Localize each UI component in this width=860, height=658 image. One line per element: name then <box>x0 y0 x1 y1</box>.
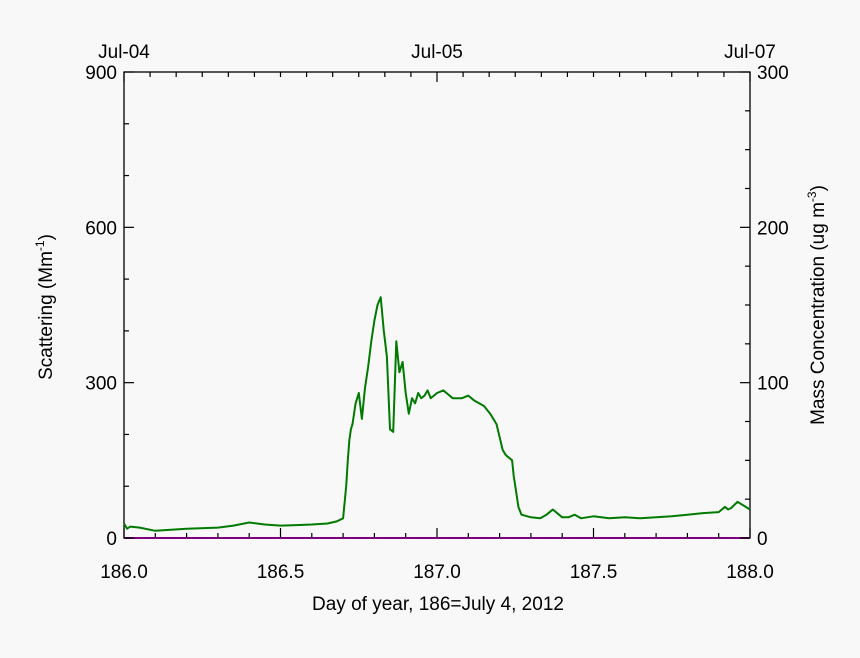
x-tick-label: 187.5 <box>570 562 618 583</box>
y-axis-title-text: Scattering (Mm <box>36 251 57 380</box>
y-tick-label: 0 <box>106 529 117 550</box>
top-tick-label: Jul-05 <box>411 42 463 63</box>
plot-border <box>123 71 751 539</box>
tick-labels-layer: 186.0 186.5 187.0 187.5 188.0 Jul-04 Jul-05 Jul… <box>85 42 788 583</box>
x-axis-title: Day of year, 186=July 4, 2012 <box>312 594 564 615</box>
y2-axis-title-superscript: -3 <box>805 191 819 202</box>
y-tick-label: 900 <box>85 63 117 84</box>
x-tick-label: 186.0 <box>100 562 148 583</box>
y2-axis-title-end: ) <box>808 185 829 191</box>
y2-tick-label: 100 <box>757 374 789 395</box>
series-line-0 <box>123 296 751 532</box>
plot-frame <box>123 71 751 539</box>
x-tick-label: 188.0 <box>726 562 774 583</box>
y-axis-title-superscript: -1 <box>33 240 47 251</box>
y2-axis-title-text: Mass Concentration (ug m <box>808 202 829 425</box>
x-tick-label: 186.5 <box>257 562 305 583</box>
y2-axis-title: Mass Concentration (ug m-3) <box>805 185 829 425</box>
y2-tick-label: 200 <box>757 218 789 239</box>
x-tick-label: 187.0 <box>413 562 461 583</box>
y2-tick-label: 300 <box>757 63 789 84</box>
y2-tick-label: 0 <box>757 529 768 550</box>
ticks-layer <box>123 71 751 539</box>
series-layer <box>123 296 751 539</box>
top-tick-label: Jul-07 <box>724 42 776 63</box>
top-tick-label: Jul-04 <box>98 42 150 63</box>
y-axis-title-end: ) <box>36 234 57 240</box>
y-tick-label: 300 <box>85 374 117 395</box>
y-tick-label: 600 <box>85 218 117 239</box>
y-axis-title: Scattering (Mm-1) <box>33 234 57 380</box>
